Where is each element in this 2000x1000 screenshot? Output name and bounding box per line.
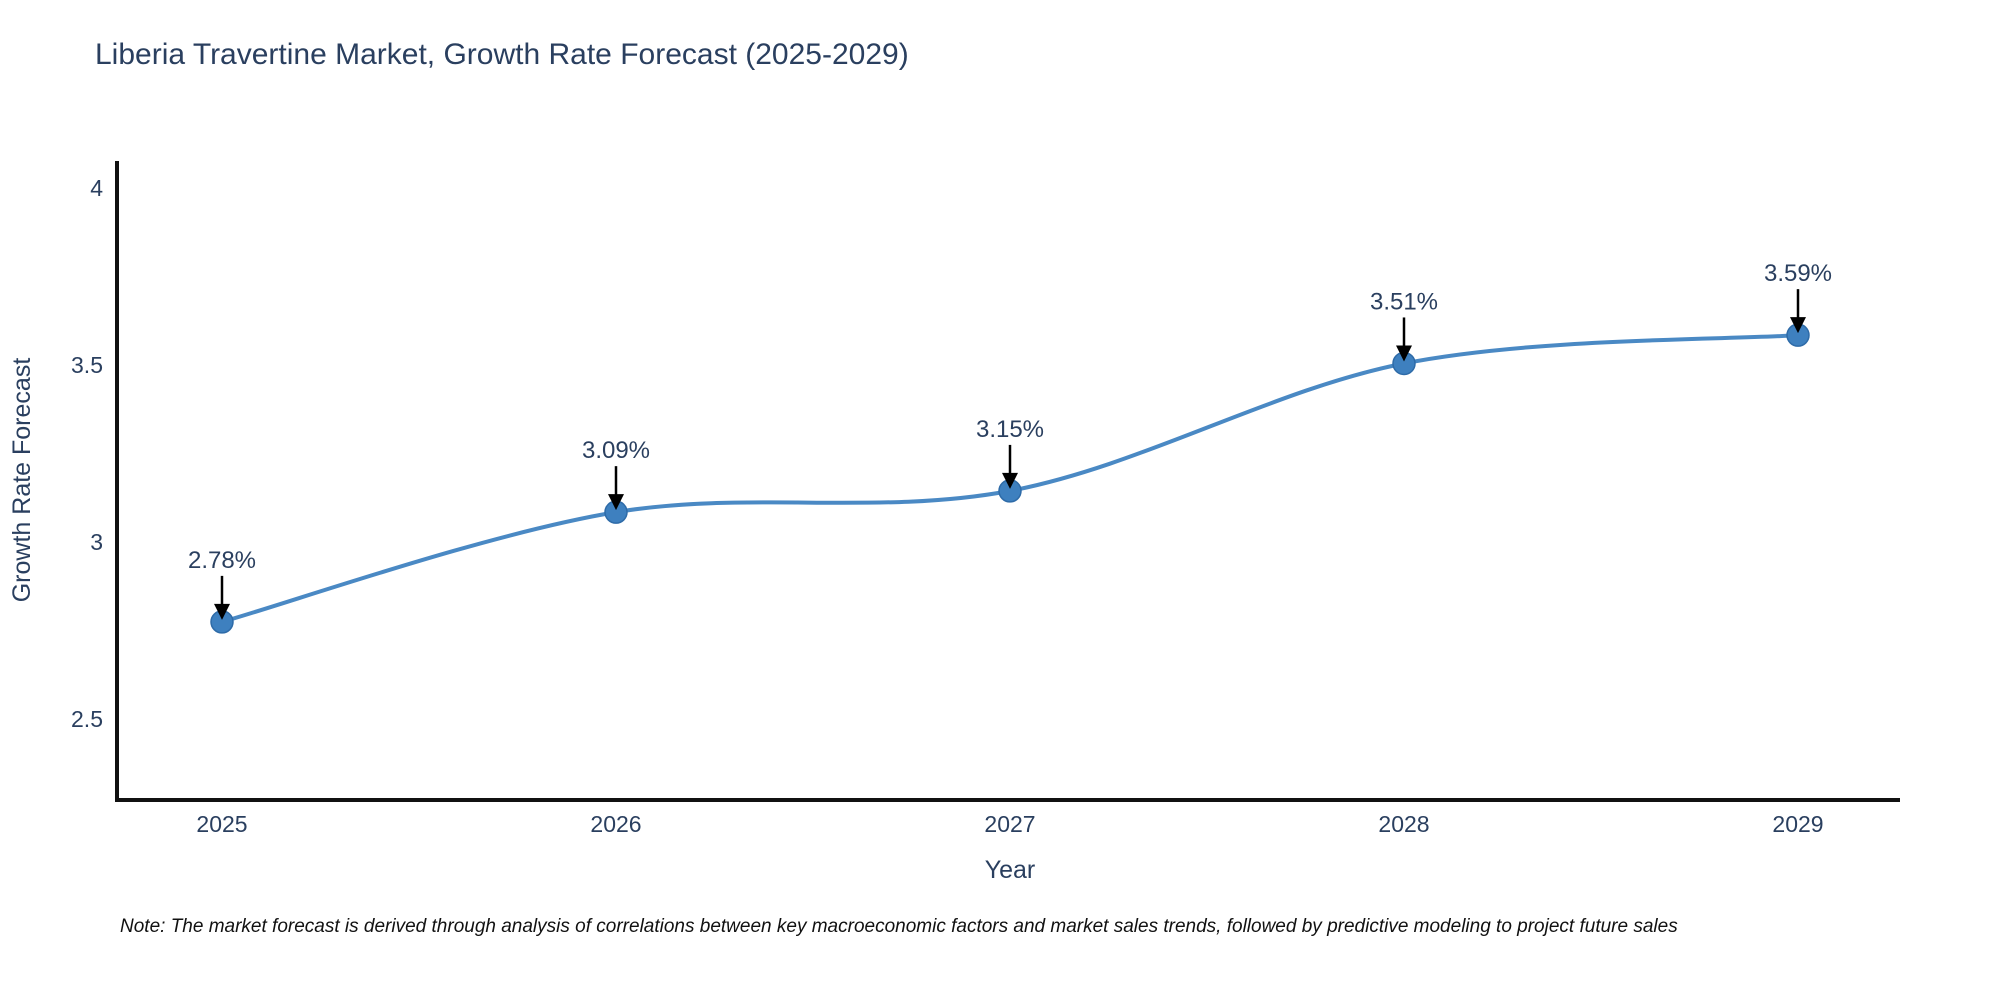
- chart-title: Liberia Travertine Market, Growth Rate F…: [95, 38, 909, 71]
- y-tick-label: 3: [90, 529, 103, 555]
- x-tick-label: 2027: [984, 811, 1035, 837]
- x-tick-label: 2026: [590, 811, 641, 837]
- x-tick-label: 2028: [1378, 811, 1429, 837]
- annotation-arrowhead: [608, 494, 624, 511]
- annotation-label: 3.59%: [1764, 260, 1832, 287]
- annotation-label: 2.78%: [188, 547, 256, 574]
- x-tick-label: 2029: [1772, 811, 1823, 837]
- y-tick-label: 3.5: [71, 352, 103, 378]
- y-tick-label: 4: [90, 175, 103, 201]
- annotation-arrowhead: [214, 603, 230, 620]
- annotation-label: 3.15%: [976, 416, 1044, 443]
- annotation-arrowhead: [1790, 317, 1806, 334]
- annotation-label: 3.51%: [1370, 288, 1438, 315]
- annotation-label: 3.09%: [582, 437, 650, 464]
- footnote: Note: The market forecast is derived thr…: [120, 916, 1678, 937]
- y-axis-title: Growth Rate Forecast: [8, 358, 36, 603]
- y-tick-label: 2.5: [71, 706, 103, 732]
- annotation-arrowhead: [1002, 472, 1018, 489]
- annotation-arrowhead: [1396, 345, 1412, 362]
- x-axis-title: Year: [985, 856, 1036, 884]
- x-tick-label: 2025: [196, 811, 247, 837]
